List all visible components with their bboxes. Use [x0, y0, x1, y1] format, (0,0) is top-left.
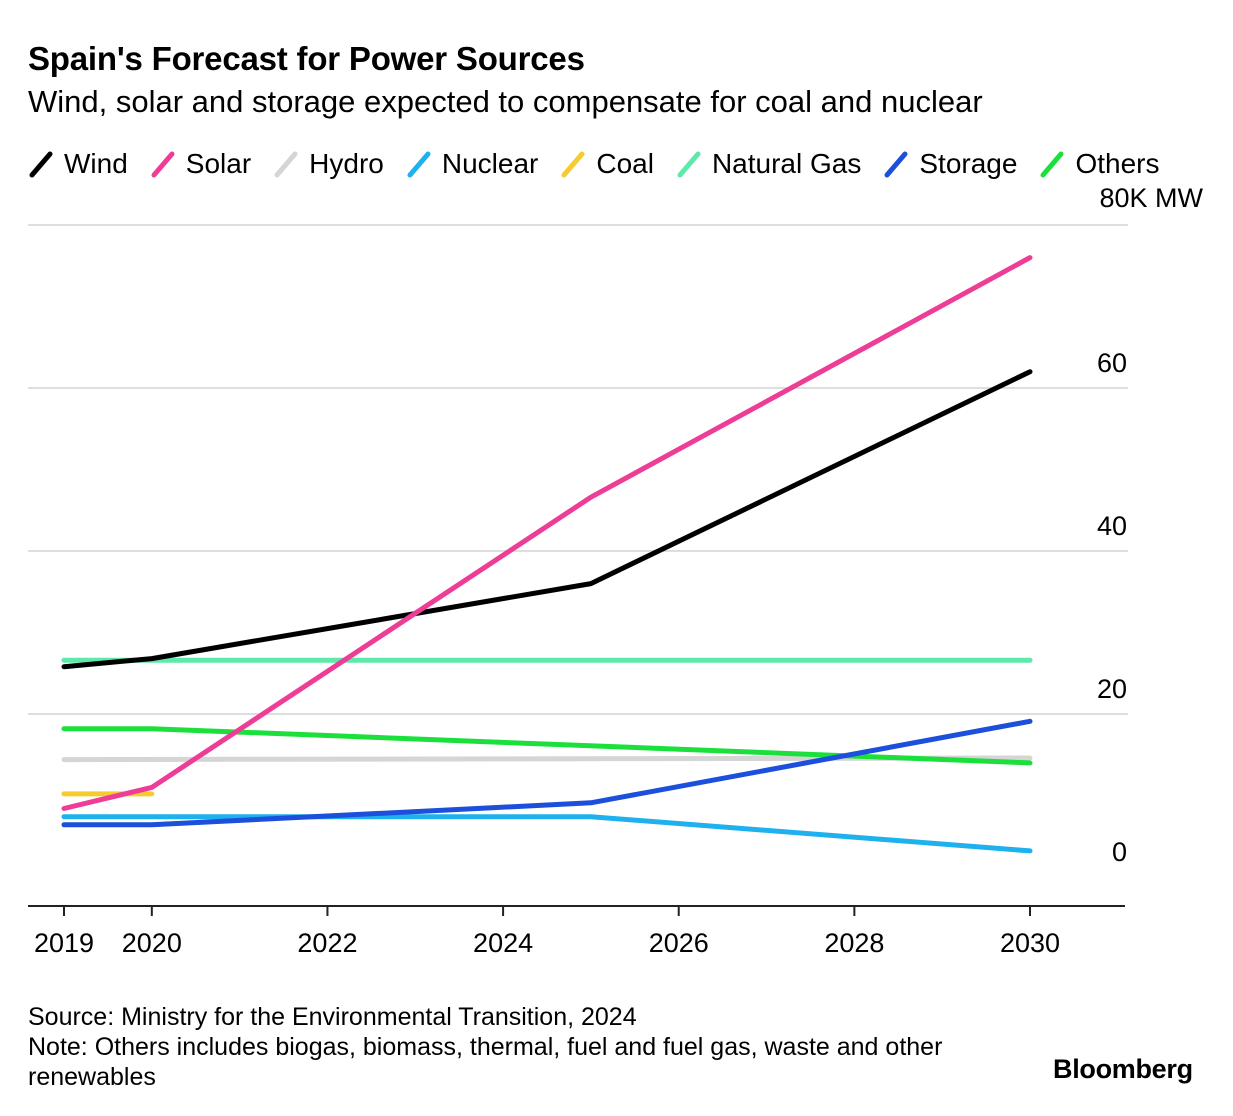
legend-swatch-hydro	[274, 151, 298, 178]
y-tick-label: 20	[1097, 674, 1127, 704]
legend-swatch-nuclear	[407, 151, 431, 178]
legend-item-solar: Solar	[150, 148, 251, 180]
series-line-storage	[61, 718, 1033, 828]
legend-item-hydro: Hydro	[273, 148, 384, 180]
legend-label-wind: Wind	[64, 148, 128, 179]
legend-label-others: Others	[1075, 148, 1160, 179]
legend-swatch-line	[407, 151, 431, 178]
legend-label-storage: Storage	[919, 148, 1018, 179]
source-note: Source: Ministry for the Environmental T…	[28, 1003, 637, 1031]
bloomberg-logo: Bloomberg	[1053, 1054, 1193, 1084]
legend-label-natural-gas: Natural Gas	[711, 148, 862, 179]
legend-swatch-coal	[561, 151, 585, 178]
x-tick-label: 2019	[34, 928, 94, 958]
line-chart: 0 20 40 60 80K MW 2019 2020 2022 2024 2026 2028 203…	[28, 183, 1204, 958]
legend-swatch-line	[151, 151, 175, 178]
legend-item-wind: Wind	[28, 148, 128, 180]
legend-label-coal: Coal	[596, 148, 654, 179]
legend-swatch-line	[561, 151, 585, 178]
y-tick-label: 0	[1112, 837, 1127, 867]
chart-subtitle: Wind, solar and storage expected to comp…	[28, 84, 983, 119]
series-line-others	[61, 726, 1033, 766]
legend-swatch-line	[29, 151, 53, 178]
legend-item-nuclear: Nuclear	[406, 148, 538, 180]
y-tick-label: 80K MW	[1099, 183, 1203, 213]
legend-label-hydro: Hydro	[309, 148, 384, 179]
legend-swatch-solar	[151, 151, 175, 178]
legend-label-nuclear: Nuclear	[441, 148, 539, 179]
y-tick-label: 40	[1097, 511, 1127, 541]
legend-item-coal: Coal	[560, 148, 654, 180]
legend-swatch-line	[1040, 151, 1064, 178]
footer: Source: Ministry for the Environmental T…	[28, 1002, 968, 1092]
series-line-wind	[61, 369, 1033, 670]
legend-swatch-line	[274, 151, 298, 178]
y-tick-label: 60	[1097, 348, 1127, 378]
legend-swatch-others	[1040, 151, 1064, 178]
legend: Wind Solar Hydro Nuclear Coal Natural Ga…	[28, 146, 1181, 182]
x-tick-label: 2024	[473, 928, 533, 958]
series-line-solar	[61, 255, 1033, 811]
legend-swatch-line	[677, 151, 701, 178]
x-tick-label: 2020	[122, 928, 182, 958]
legend-swatch-storage	[884, 151, 908, 178]
legend-swatch-line	[884, 151, 908, 178]
footnote: Note: Others includes biogas, biomass, t…	[28, 1033, 943, 1091]
x-tick-label: 2022	[297, 928, 357, 958]
x-tick-label: 2026	[649, 928, 709, 958]
legend-swatch-natural-gas	[677, 151, 701, 178]
x-tick-label: 2030	[1000, 928, 1060, 958]
chart-title: Spain's Forecast for Power Sources	[28, 40, 585, 77]
legend-swatch-wind	[29, 151, 53, 178]
legend-item-natural-gas: Natural Gas	[676, 148, 861, 180]
legend-item-others: Others	[1039, 148, 1159, 180]
series-line-nuclear	[61, 814, 1033, 854]
x-tick-label: 2028	[824, 928, 884, 958]
legend-item-storage: Storage	[883, 148, 1017, 180]
legend-label-solar: Solar	[185, 148, 252, 179]
